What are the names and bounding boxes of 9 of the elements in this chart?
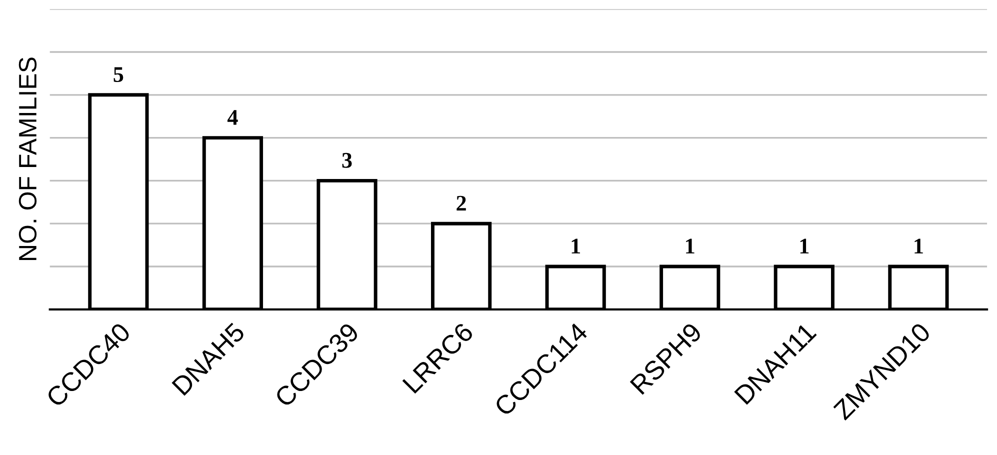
data-label: 3 [342, 152, 352, 168]
data-label: 1 [800, 238, 809, 254]
data-label: 5 [114, 67, 124, 82]
data-label: 4 [227, 110, 238, 125]
data-label: 1 [686, 238, 694, 254]
data-label: 1 [914, 238, 923, 254]
data-label: 2 [456, 196, 466, 211]
y-axis-title: NO. OF FAMILIES [18, 58, 37, 260]
data-label: 1 [572, 238, 580, 254]
